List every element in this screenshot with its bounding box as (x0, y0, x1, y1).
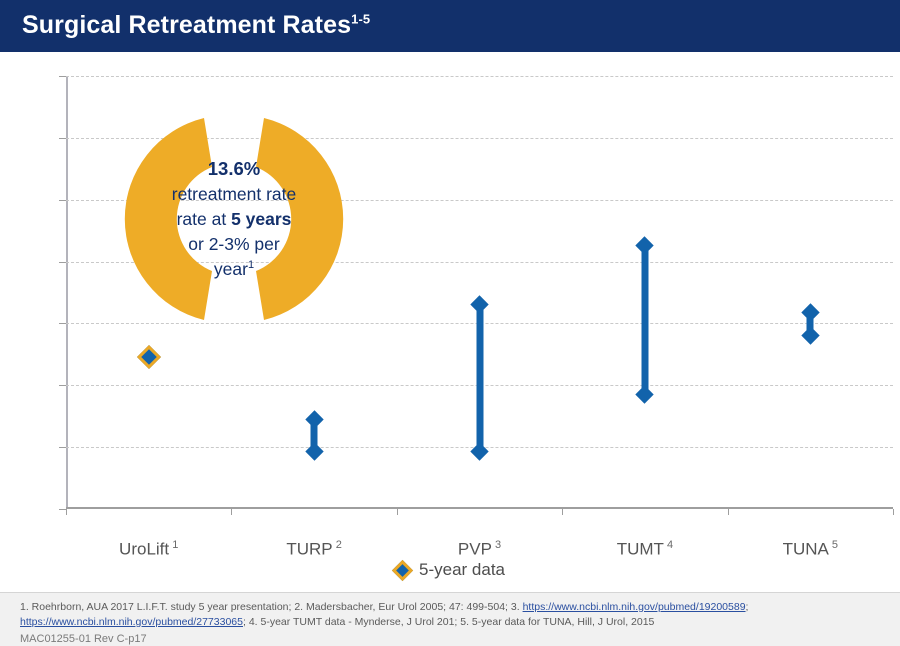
data-range-bar (470, 294, 489, 461)
range-bar-top-cap (470, 294, 489, 314)
x-axis-category-superscript: 3 (491, 539, 502, 551)
callout-line-5-superscript: 1 (247, 259, 255, 272)
x-axis-tick (562, 509, 564, 515)
x-axis-category-text: TUNA (782, 539, 829, 559)
range-bar-top-cap (801, 303, 820, 322)
x-axis-category-text: UroLift (119, 539, 170, 559)
x-axis-category-superscript: 4 (663, 539, 674, 551)
x-axis-tick (893, 509, 894, 515)
gridline (66, 76, 893, 77)
range-bar-bottom-cap (304, 442, 324, 461)
x-axis-tick (66, 509, 67, 515)
data-range-bar (304, 409, 324, 461)
gridline (66, 137, 893, 139)
x-axis-tick (727, 509, 729, 515)
range-bar-top-cap (304, 409, 324, 429)
callout-line-2: retreatment rate (171, 184, 297, 205)
y-axis-tick (59, 509, 66, 510)
x-axis-category-text: TUMT (616, 539, 664, 559)
y-axis-tick (59, 199, 66, 201)
legend-label: 5-year data (419, 560, 505, 579)
range-bar-top-cap (635, 236, 655, 256)
footnote-bar: 1. Roehrborn, AUA 2017 L.I.F.T. study 5 … (0, 592, 900, 646)
x-axis-category-superscript: 5 (828, 539, 839, 551)
legend-diamond-icon (391, 559, 414, 581)
range-bar-bottom-cap (801, 326, 820, 345)
x-axis-category-superscript: 1 (169, 539, 179, 551)
gridline (66, 199, 893, 201)
y-axis-line (66, 76, 68, 509)
range-bar-bottom-cap (470, 442, 489, 461)
x-axis-category-superscript: 2 (332, 539, 342, 551)
document-code: MAC01255-01 Rev C-p17 (20, 632, 147, 645)
x-axis-line (66, 507, 893, 509)
footnote-separator-1: ; (745, 601, 749, 613)
data-range-bar (635, 236, 655, 404)
footnote-link-2[interactable]: https://www.ncbi.nlm.nih.gov/pubmed/2773… (20, 615, 243, 628)
y-axis-tick (59, 137, 66, 139)
page-title-superscript: 1-5 (351, 11, 371, 27)
data-range-bar (801, 303, 820, 345)
donut-left-arc (124, 118, 212, 320)
x-axis-category-text: PVP (457, 539, 492, 559)
x-axis-category-label: TUNA 5 (783, 539, 838, 560)
footnote-references: 1. Roehrborn, AUA 2017 L.I.F.T. study 5 … (20, 600, 882, 630)
callout-line-3-prefix: rate at (176, 209, 232, 230)
callout-line-1: 13.6% (207, 158, 261, 180)
callout-line-5: year1 (214, 257, 254, 282)
retreatment-rate-callout: 13.6% retreatment rate rate at 5 years o… (120, 108, 348, 330)
page-title: Surgical Retreatment Rates1-5 (22, 11, 370, 40)
x-axis-tick (396, 509, 398, 515)
chart-legend: 5-year data (0, 559, 900, 581)
y-axis-tick (59, 261, 66, 263)
y-axis-tick (59, 447, 66, 449)
callout-line-5-text: year (213, 258, 248, 279)
x-axis-category-label: TUMT 4 (617, 539, 673, 560)
x-axis-category-label: TURP 2 (286, 539, 341, 560)
x-axis-category-label: UroLift 1 (119, 539, 178, 560)
donut-right-arc (256, 118, 344, 320)
y-axis-tick (59, 76, 66, 77)
title-bar: Surgical Retreatment Rates1-5 (0, 0, 900, 52)
y-axis-tick (59, 323, 66, 325)
x-axis-category-label: PVP 3 (458, 539, 501, 560)
y-axis-tick (59, 385, 66, 387)
page-title-text: Surgical Retreatment Rates (22, 11, 352, 39)
x-axis-tick (231, 509, 233, 515)
footnote-ref-text-2: ; 4. 5-year TUMT data - Mynderse, J Urol… (242, 615, 655, 628)
data-point-marker (136, 344, 161, 369)
range-bar-bottom-cap (635, 385, 655, 404)
footnote-link-1[interactable]: https://www.ncbi.nlm.nih.gov/pubmed/1920… (522, 601, 746, 613)
gridline (66, 261, 893, 263)
callout-text: 13.6% retreatment rate rate at 5 years o… (120, 108, 348, 330)
callout-line-3: rate at 5 years (177, 207, 292, 232)
footnote-ref-text-1: 1. Roehrborn, AUA 2017 L.I.F.T. study 5 … (20, 601, 523, 613)
donut-ring-graphic (124, 118, 344, 320)
callout-line-3-strong: 5 years (231, 209, 292, 230)
callout-line-4: or 2-3% per (188, 234, 280, 255)
x-axis-category-text: TURP (286, 539, 333, 559)
